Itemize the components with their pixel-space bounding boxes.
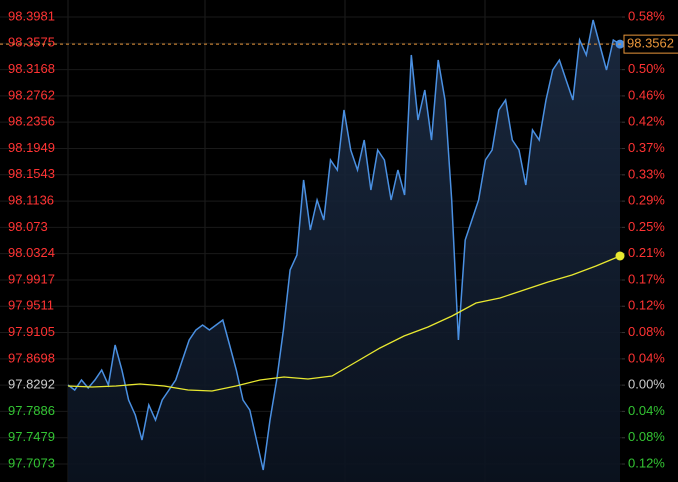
y-tick-label: 98.073 <box>8 219 48 234</box>
price-line <box>67 19 621 471</box>
y2-tick-label: 0.04% <box>628 403 665 418</box>
y-tick-label: 97.9917 <box>8 271 55 286</box>
y-tick-label: 97.7886 <box>8 403 55 418</box>
y-tick-label: 97.9105 <box>8 324 55 339</box>
y-tick-label: 98.3981 <box>8 8 55 23</box>
y2-tick-label: 0.33% <box>628 166 665 181</box>
price-area <box>68 20 620 482</box>
y-tick-label: 98.3168 <box>8 61 55 76</box>
y2-tick-label: 0.00% <box>628 377 665 392</box>
y2-tick-label: 0.58% <box>628 8 665 23</box>
y-tick-label: 98.2762 <box>8 87 55 102</box>
y-tick-label: 97.7479 <box>8 429 55 444</box>
last-price-box <box>623 34 678 54</box>
y-tick-label: 97.7073 <box>8 455 55 470</box>
y-tick-label: 97.9511 <box>8 298 54 313</box>
last-price-label: 98.3562 <box>627 36 674 51</box>
y2-tick-label: 0.21% <box>628 245 665 260</box>
y2-tick-label: 0.42% <box>628 114 665 129</box>
y2-tick-label: 0.25% <box>628 219 665 234</box>
y2-tick-label: 0.37% <box>628 140 665 155</box>
y2-tick-label: 0.08% <box>628 324 665 339</box>
y2-tick-label: 0.17% <box>628 271 665 286</box>
y2-tick-label: 0.12% <box>628 298 665 313</box>
y2-tick-label: 0.46% <box>628 87 665 102</box>
y-tick-label: 98.3575 <box>8 35 55 50</box>
y-tick-label: 97.8292 <box>8 377 55 392</box>
y2-tick-label: 0.50% <box>628 61 665 76</box>
y-tick-label: 98.1543 <box>8 166 55 181</box>
y-tick-label: 98.1136 <box>8 193 54 208</box>
y-tick-label: 98.2356 <box>8 114 55 129</box>
y2-tick-label: 0.29% <box>628 193 665 208</box>
y2-tick-label: 0.08% <box>628 429 665 444</box>
end-dot <box>615 251 625 261</box>
average-line <box>67 255 621 392</box>
y-tick-label: 98.0324 <box>8 245 55 260</box>
y2-tick-label: 0.12% <box>628 455 665 470</box>
y2-tick-label: 0.04% <box>628 350 665 365</box>
y-tick-label: 97.8698 <box>8 350 55 365</box>
y-tick-label: 98.1949 <box>8 140 55 155</box>
